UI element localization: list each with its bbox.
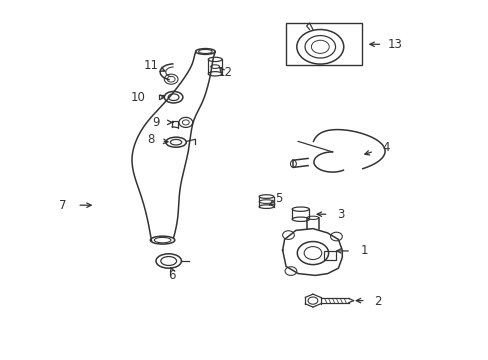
Text: 10: 10	[131, 91, 145, 104]
Text: 1: 1	[360, 244, 367, 257]
Text: 5: 5	[274, 192, 282, 205]
Text: 9: 9	[152, 116, 160, 129]
Text: 6: 6	[168, 269, 176, 282]
Bar	[285, 23, 361, 65]
Bar	[323, 251, 336, 260]
Text: 13: 13	[387, 38, 402, 51]
Text: 12: 12	[217, 66, 232, 79]
Text: 8: 8	[146, 133, 154, 146]
Text: 3: 3	[337, 208, 345, 221]
Text: 7: 7	[59, 199, 66, 212]
Text: 4: 4	[382, 141, 389, 154]
Text: 2: 2	[373, 295, 381, 308]
Text: 11: 11	[144, 59, 159, 72]
